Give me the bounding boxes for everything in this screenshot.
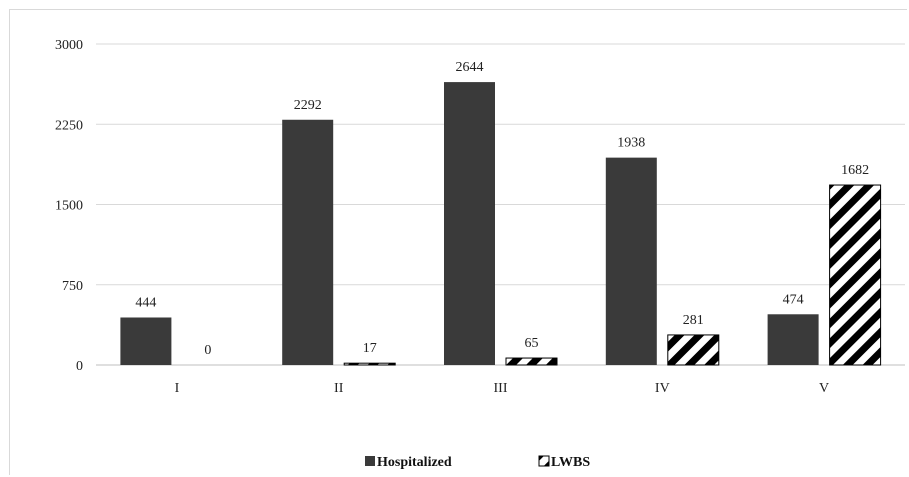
x-tick-label: II [334, 381, 344, 396]
y-tick-label: 750 [62, 279, 83, 294]
y-tick-label: 2250 [55, 118, 83, 133]
y-tick-label: 1500 [55, 199, 83, 214]
bar-lwbs-ii [343, 362, 396, 366]
bar-hospitalized-iii [444, 82, 495, 365]
legend-label-lwbs: LWBS [551, 455, 590, 470]
x-axis: I II III IV V [175, 381, 830, 396]
bar-lwbs-iv [667, 334, 720, 366]
data-label: 1682 [841, 163, 869, 178]
data-label: 0 [204, 343, 211, 358]
bar-hospitalized-iv [605, 157, 657, 365]
bar-hospitalized-ii [282, 119, 334, 365]
chart-frame [9, 9, 907, 475]
data-label: 444 [135, 295, 156, 310]
gridlines [96, 43, 905, 366]
data-label: 474 [783, 292, 804, 307]
y-axis: 0 750 1500 2250 3000 [55, 38, 83, 374]
bar-hospitalized-i [120, 317, 172, 365]
data-label: 281 [683, 313, 704, 328]
x-tick-label: III [494, 381, 508, 396]
legend-item-hospitalized: Hospitalized [365, 455, 452, 470]
bar-lwbs-v [829, 184, 882, 366]
data-label: 1938 [617, 136, 645, 151]
legend-label-hospitalized: Hospitalized [377, 455, 452, 470]
x-tick-label: V [819, 381, 829, 396]
bar-lwbs-iii [505, 357, 558, 366]
x-tick-label: IV [655, 381, 670, 396]
legend-item-lwbs: LWBS [538, 455, 590, 470]
legend-swatch-lwbs [538, 455, 550, 467]
x-tick-label: I [175, 381, 180, 396]
data-label: 17 [363, 341, 377, 356]
data-label: 65 [525, 336, 539, 351]
y-tick-label: 0 [76, 359, 83, 374]
legend: Hospitalized LWBS [365, 455, 590, 470]
data-label: 2292 [294, 98, 322, 113]
data-label: 2644 [456, 60, 484, 75]
y-tick-label: 3000 [55, 38, 83, 53]
bars: 444 0 2292 17 2644 65 1938 281 474 1682 [120, 60, 882, 366]
bar-hospitalized-v [767, 314, 819, 365]
legend-swatch-hospitalized [365, 456, 375, 466]
